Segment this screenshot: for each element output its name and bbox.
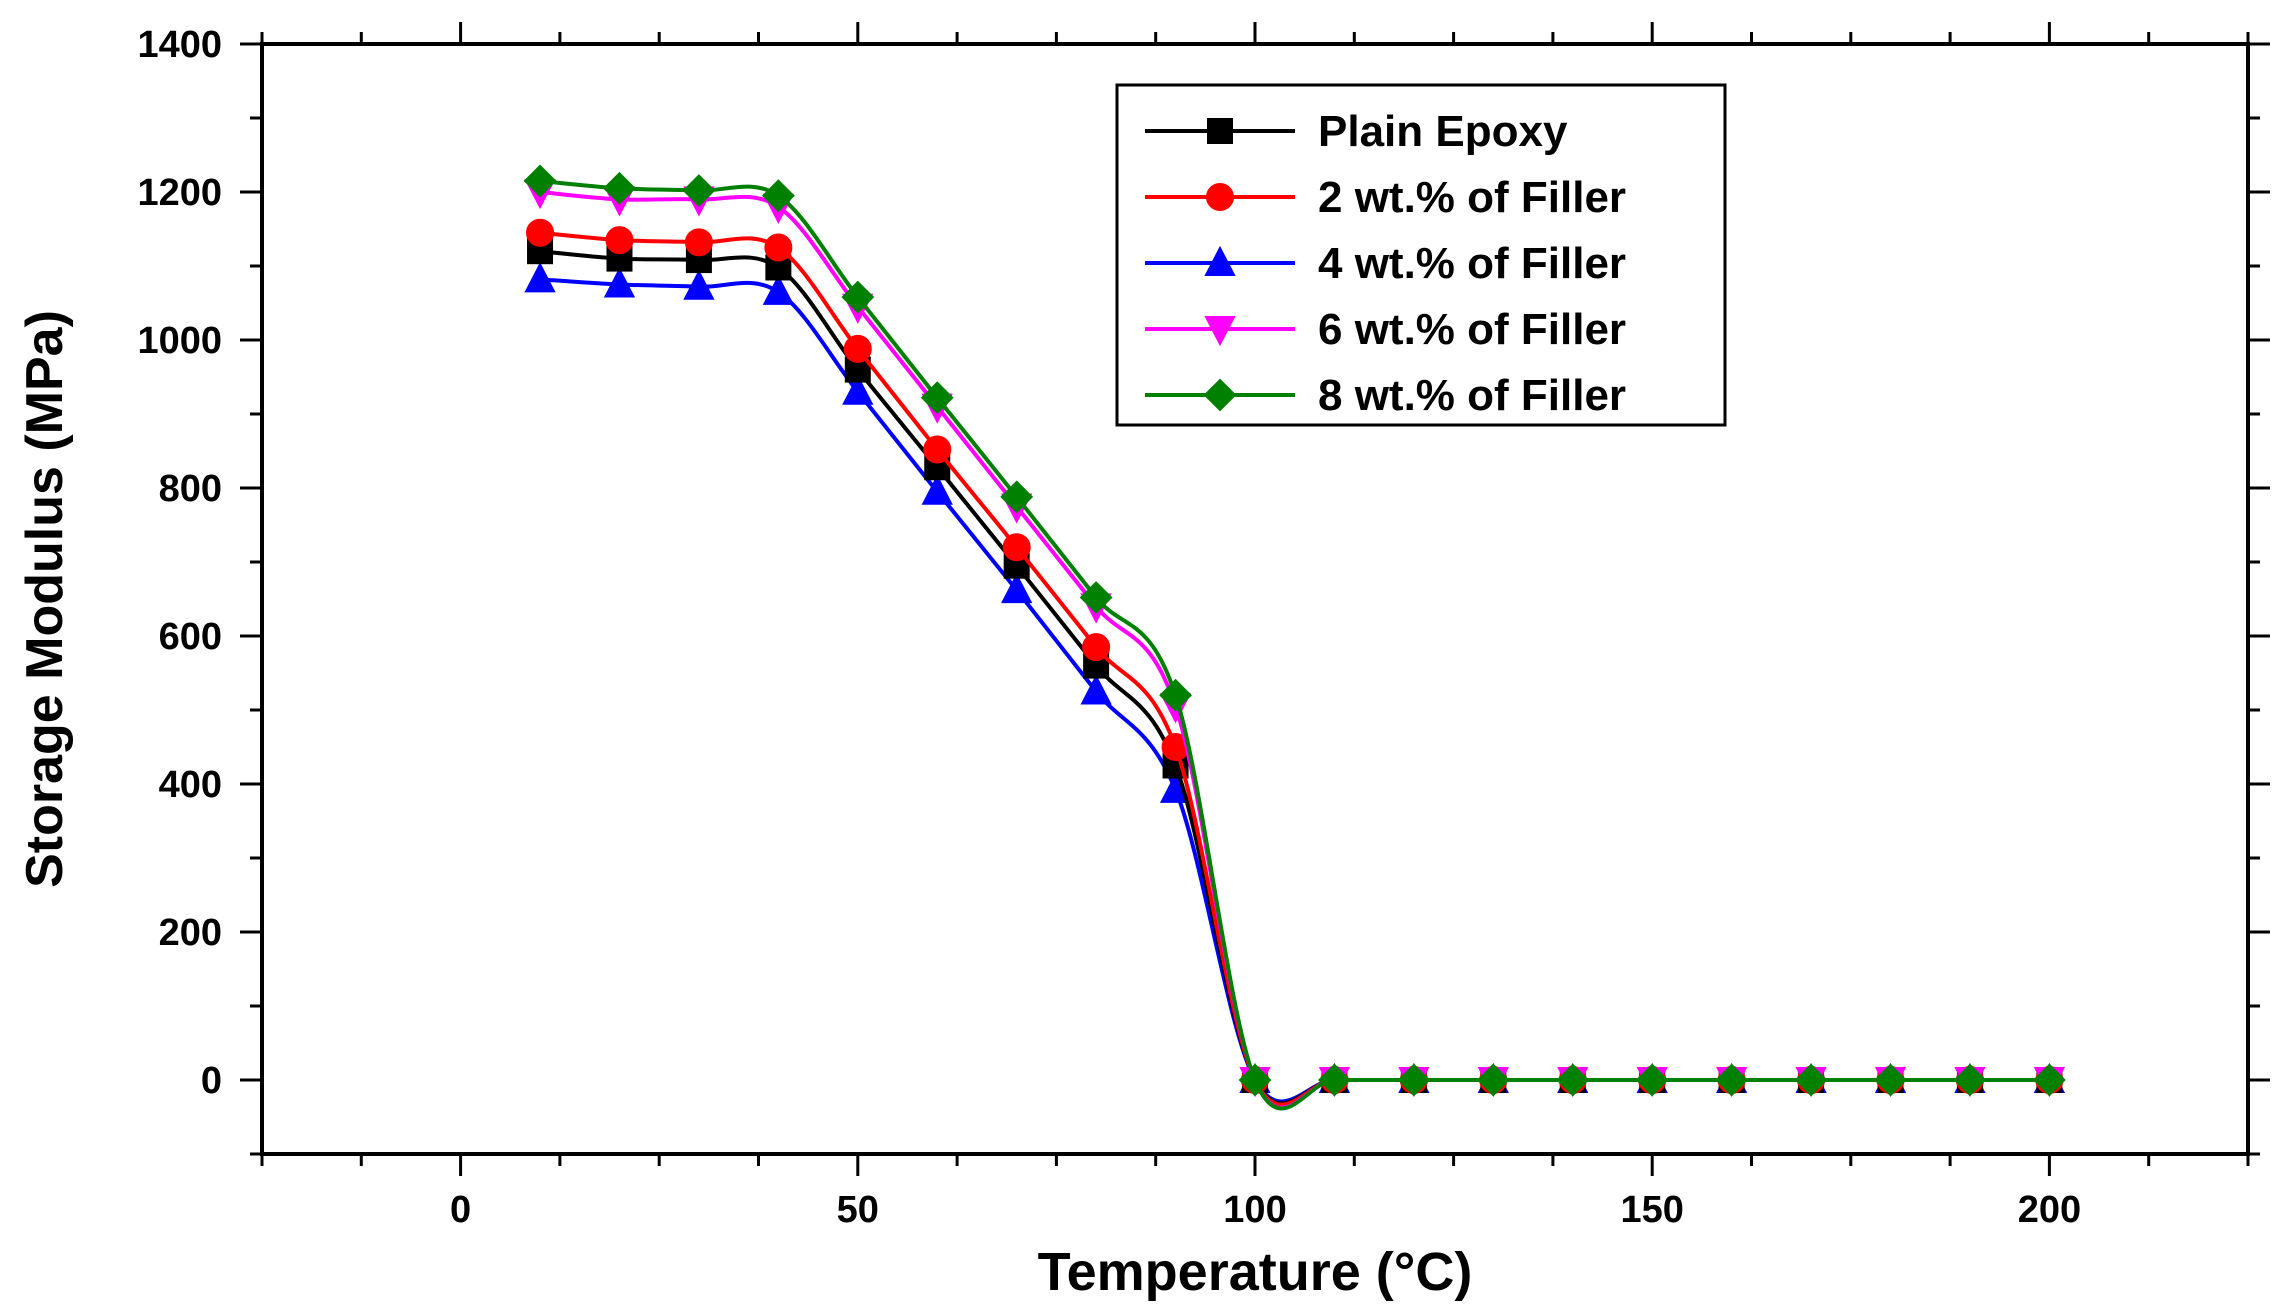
data-point — [1715, 1063, 1749, 1097]
x-tick-label: 50 — [837, 1189, 879, 1231]
data-point — [1000, 480, 1034, 514]
legend-label: 6 wt.% of Filler — [1318, 305, 1626, 354]
data-point — [1159, 678, 1192, 712]
legend-label: 4 wt.% of Filler — [1318, 239, 1626, 288]
data-point — [1238, 1063, 1272, 1097]
legend-item: 6 wt.% of Filler — [1145, 305, 1626, 354]
series-line — [539, 178, 2050, 1111]
data-point — [523, 164, 557, 198]
data-point — [1082, 633, 1111, 662]
legend-marker — [1207, 118, 1233, 144]
axis-ticks: 0 50 100 150 200 0 200 400 600 800 1000 1200 1400 — [137, 22, 2270, 1231]
x-axis-title: Temperature (°C) — [1038, 1242, 1473, 1302]
data-point — [2032, 1063, 2066, 1097]
y-tick-label: 1400 — [137, 24, 222, 66]
data-point — [761, 179, 795, 213]
data-point — [921, 474, 953, 505]
x-tick-label: 200 — [2018, 1189, 2081, 1231]
x-tick-label: 150 — [1620, 1189, 1683, 1231]
legend-marker — [1203, 378, 1237, 412]
y-tick-label: 0 — [201, 1060, 222, 1102]
data-point — [843, 334, 872, 363]
data-point — [1635, 1063, 1669, 1097]
data-point — [605, 226, 634, 255]
legend-label: 8 wt.% of Filler — [1318, 371, 1626, 420]
data-point — [1476, 1063, 1510, 1097]
data-point — [841, 280, 875, 314]
data-point — [1002, 533, 1031, 562]
data-point — [526, 218, 555, 247]
data-point — [1079, 581, 1113, 614]
data-point — [684, 228, 713, 257]
data-point — [683, 269, 715, 300]
data-point — [1397, 1063, 1431, 1097]
legend: Plain Epoxy 2 wt.% of Filler 4 wt.% of Fil… — [1115, 83, 1727, 427]
y-tick-label: 600 — [159, 616, 222, 658]
data-point — [1953, 1063, 1987, 1097]
data-point — [1318, 1063, 1351, 1097]
legend-label: 2 wt.% of Filler — [1318, 173, 1626, 222]
legend-label: Plain Epoxy — [1318, 107, 1568, 156]
legend-marker — [1204, 245, 1236, 276]
data-point — [1080, 674, 1112, 705]
y-tick-label: 800 — [159, 468, 222, 510]
y-tick-label: 400 — [159, 764, 222, 806]
data-point — [1794, 1063, 1828, 1097]
data-point — [764, 233, 793, 262]
data-point — [1001, 572, 1033, 604]
y-tick-label: 1000 — [137, 320, 222, 362]
data-point — [762, 274, 795, 305]
data-point — [603, 171, 636, 205]
x-tick-label: 0 — [450, 1189, 471, 1231]
x-tick-label: 100 — [1223, 1189, 1286, 1231]
data-point — [842, 374, 874, 405]
series-layer — [523, 164, 2066, 1111]
data-point — [920, 381, 954, 415]
series-4 — [523, 164, 2066, 1111]
data-point — [524, 262, 556, 293]
legend-item: Plain Epoxy — [1145, 107, 1568, 156]
legend-marker — [1204, 316, 1236, 347]
data-point — [1556, 1063, 1590, 1097]
legend-item: 8 wt.% of Filler — [1145, 371, 1626, 420]
data-point — [682, 174, 716, 207]
legend-marker — [1206, 183, 1234, 211]
data-point — [603, 267, 636, 298]
data-point — [923, 435, 952, 464]
legend-item: 2 wt.% of Filler — [1145, 173, 1626, 222]
y-tick-label: 200 — [159, 912, 222, 954]
y-axis-title: Storage Modulus (MPa) — [16, 310, 74, 888]
legend-item: 4 wt.% of Filler — [1145, 239, 1626, 288]
data-point — [1874, 1063, 1907, 1097]
plot-frame — [260, 42, 2250, 1156]
y-tick-label: 1200 — [137, 172, 222, 214]
